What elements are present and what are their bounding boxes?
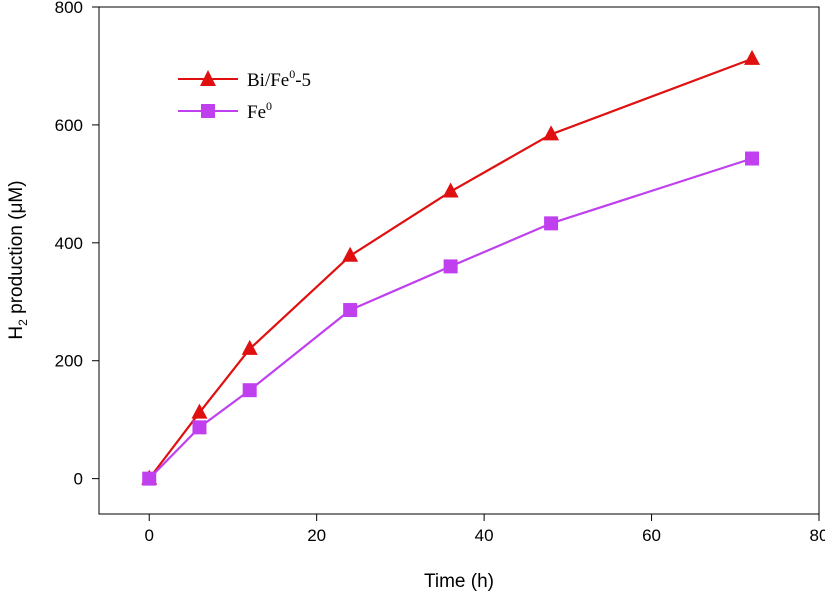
y-tick-label: 800 bbox=[55, 0, 83, 17]
data-point-triangle bbox=[543, 125, 560, 141]
x-axis: 0 20 40 60 80 bbox=[144, 514, 825, 545]
x-tick-label: 0 bbox=[144, 526, 153, 545]
y-tick-label: 200 bbox=[55, 352, 83, 371]
series-layer bbox=[141, 49, 761, 486]
data-point-triangle bbox=[442, 182, 459, 198]
y-axis: 0 200 400 600 800 bbox=[55, 0, 99, 489]
data-point-square bbox=[544, 216, 559, 231]
y-axis-title-rest: production (μM) bbox=[6, 180, 27, 319]
y-axis-title: H2 production (μM) bbox=[6, 180, 30, 339]
data-point-square bbox=[745, 151, 760, 166]
data-point-triangle bbox=[744, 49, 761, 65]
legend-label-fe0: Fe0 bbox=[247, 99, 272, 123]
y-tick-label: 400 bbox=[55, 234, 83, 253]
x-axis-title: Time (h) bbox=[424, 571, 494, 592]
legend-entry-bi-fe0-5: Bi/Fe0-5 bbox=[178, 67, 311, 91]
y-tick-label: 0 bbox=[74, 470, 83, 489]
legend: Bi/Fe0-5 Fe0 bbox=[178, 67, 311, 123]
y-axis-title-subscript: 2 bbox=[16, 319, 30, 326]
x-tick-label: 40 bbox=[475, 526, 494, 545]
series-line-square bbox=[148, 157, 753, 480]
data-point-square bbox=[443, 259, 458, 274]
legend-label-fe0-base: Fe bbox=[247, 102, 266, 123]
data-point-square bbox=[343, 303, 358, 318]
plot-frame bbox=[98, 6, 820, 515]
legend-marker-triangle-icon bbox=[200, 70, 216, 86]
legend-label-fe0-sup: 0 bbox=[266, 99, 272, 113]
legend-marker-square-icon bbox=[201, 104, 215, 118]
y-axis-title-base: H bbox=[6, 326, 27, 340]
y-tick-label: 600 bbox=[55, 116, 83, 135]
data-point-square bbox=[242, 383, 257, 398]
data-point-triangle bbox=[241, 339, 258, 355]
legend-label-bi-fe0-5: Bi/Fe0-5 bbox=[247, 67, 311, 91]
data-point-square bbox=[192, 420, 207, 435]
x-tick-label: 80 bbox=[810, 526, 825, 545]
legend-label-bi-fe0-5-sup: 0 bbox=[289, 67, 295, 81]
data-point-square bbox=[142, 471, 157, 486]
data-point-triangle bbox=[342, 246, 359, 262]
data-point-triangle bbox=[191, 403, 208, 419]
x-tick-label: 60 bbox=[642, 526, 661, 545]
legend-label-bi-fe0-5-suffix: -5 bbox=[295, 70, 311, 91]
legend-label-bi-fe0-5-base: Bi/Fe bbox=[247, 70, 289, 91]
x-tick-label: 20 bbox=[307, 526, 326, 545]
legend-entry-fe0: Fe0 bbox=[178, 99, 272, 123]
